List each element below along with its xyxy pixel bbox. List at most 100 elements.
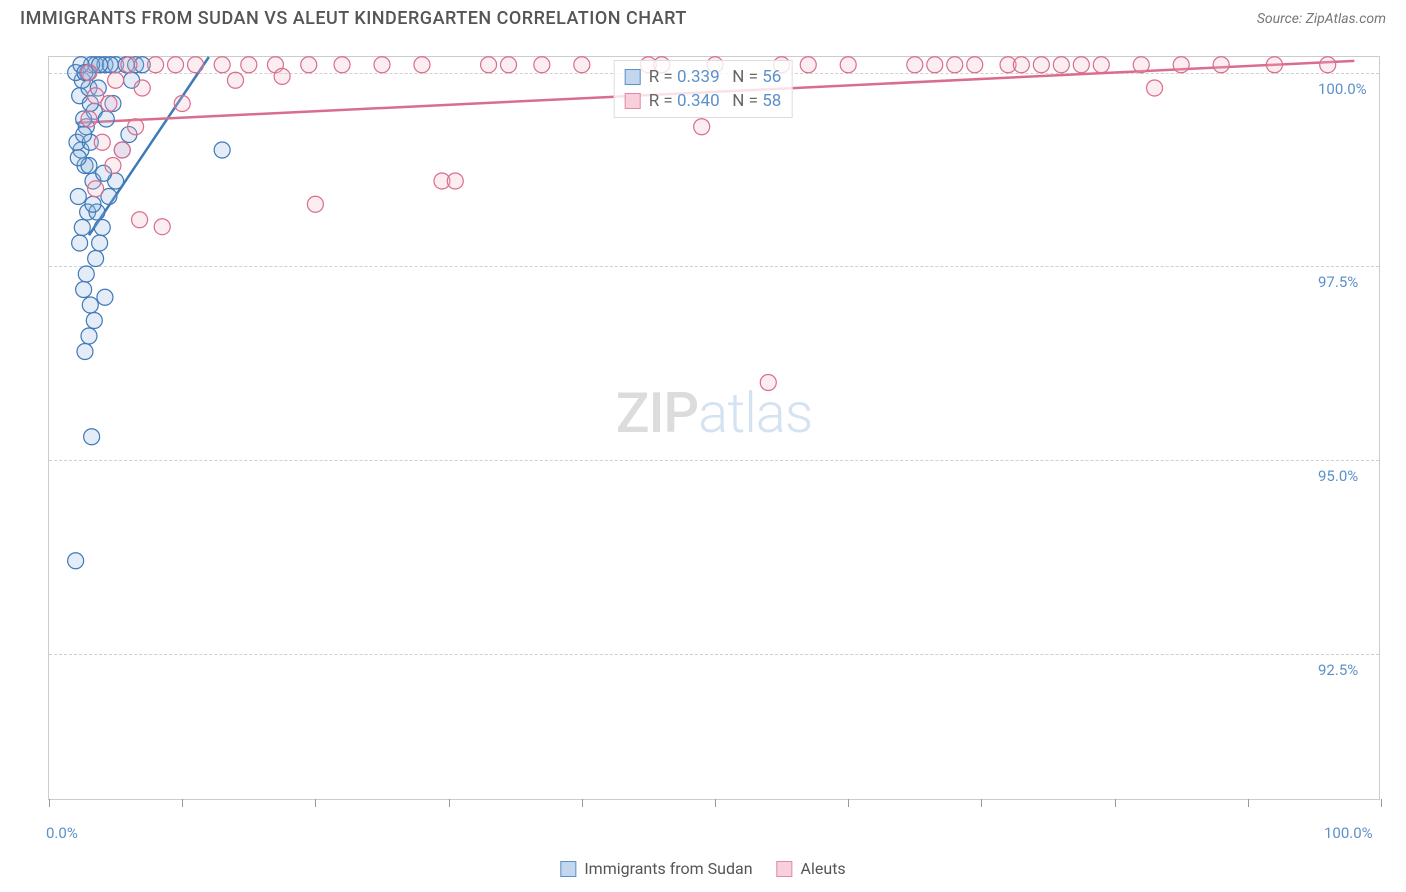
x-tick	[1248, 799, 1249, 807]
legend-item: Immigrants from Sudan	[560, 859, 752, 878]
data-point	[148, 57, 164, 73]
correlation-stats-legend: R = 0.339 N = 56 R = 0.340 N = 58	[614, 60, 793, 118]
data-point	[307, 196, 323, 212]
stats-legend-row: R = 0.340 N = 58	[625, 89, 782, 113]
x-tick	[981, 799, 982, 807]
data-point	[227, 72, 243, 88]
data-point	[1133, 57, 1149, 73]
x-tick	[848, 799, 849, 807]
chart-header: IMMIGRANTS FROM SUDAN VS ALEUT KINDERGAR…	[0, 0, 1406, 39]
x-tick	[715, 799, 716, 807]
data-point	[694, 119, 710, 135]
legend-swatch-icon	[560, 861, 576, 877]
data-point	[1013, 57, 1029, 73]
data-point	[1173, 57, 1189, 73]
data-point	[132, 212, 148, 228]
data-point	[274, 68, 290, 84]
stats-text: R = 0.339 N = 56	[649, 67, 782, 87]
data-point	[70, 150, 86, 166]
y-tick-label: 100.0%	[1318, 80, 1367, 98]
data-point	[241, 57, 257, 73]
data-point	[1147, 80, 1163, 96]
chart-plot-area: ZIPatlas	[48, 56, 1380, 800]
x-tick	[582, 799, 583, 807]
data-point	[174, 96, 190, 112]
legend-swatch-icon	[777, 861, 793, 877]
data-point	[414, 57, 430, 73]
x-tick	[49, 799, 50, 807]
data-point	[70, 189, 86, 205]
data-point	[78, 266, 94, 282]
data-point	[967, 57, 983, 73]
data-point	[76, 282, 92, 298]
x-tick	[315, 799, 316, 807]
data-point	[92, 235, 108, 251]
data-point	[74, 220, 90, 236]
data-point	[907, 57, 923, 73]
data-point	[927, 57, 943, 73]
y-tick-label: 97.5%	[1318, 273, 1358, 291]
data-point	[481, 57, 497, 73]
data-point	[72, 235, 88, 251]
stats-legend-row: R = 0.339 N = 56	[625, 65, 782, 89]
data-point	[84, 429, 100, 445]
data-point	[114, 142, 130, 158]
legend-label: Immigrants from Sudan	[584, 859, 752, 878]
chart-title: IMMIGRANTS FROM SUDAN VS ALEUT KINDERGAR…	[20, 8, 687, 29]
data-point	[501, 57, 517, 73]
stats-text: R = 0.340 N = 58	[649, 91, 782, 111]
data-point	[188, 57, 204, 73]
data-point	[98, 111, 114, 127]
y-tick-label: 92.5%	[1318, 661, 1358, 679]
data-point	[86, 313, 102, 329]
data-point	[334, 57, 350, 73]
data-point	[88, 251, 104, 267]
data-point	[82, 297, 98, 313]
data-point	[88, 181, 104, 197]
legend-label: Aleuts	[801, 859, 846, 878]
scatter-svg	[49, 57, 1379, 799]
data-point	[121, 57, 137, 73]
data-point	[97, 289, 113, 305]
data-point	[447, 173, 463, 189]
data-point	[534, 57, 550, 73]
data-point	[1073, 57, 1089, 73]
data-point	[1093, 57, 1109, 73]
data-point	[840, 57, 856, 73]
y-tick-label: 95.0%	[1318, 467, 1358, 485]
data-point	[1320, 57, 1336, 73]
data-point	[1033, 57, 1049, 73]
legend-swatch-icon	[625, 69, 641, 85]
data-point	[1213, 57, 1229, 73]
source-label: Source:	[1257, 11, 1306, 27]
legend-item: Aleuts	[777, 859, 846, 878]
data-point	[574, 57, 590, 73]
data-point	[77, 344, 93, 360]
x-tick	[449, 799, 450, 807]
x-tick	[1381, 799, 1382, 807]
data-point	[94, 134, 110, 150]
x-tick	[1115, 799, 1116, 807]
data-point	[154, 219, 170, 235]
data-point	[374, 57, 390, 73]
source-name: ZipAtlas.com	[1306, 11, 1386, 27]
data-point	[88, 88, 104, 104]
data-point	[1053, 57, 1069, 73]
data-point	[81, 65, 97, 81]
data-point	[85, 196, 101, 212]
data-point	[128, 119, 144, 135]
x-tick	[182, 799, 183, 807]
data-point	[301, 57, 317, 73]
data-point	[94, 220, 110, 236]
x-tick-label: 0.0%	[46, 824, 78, 842]
data-point	[214, 57, 230, 73]
data-point	[81, 111, 97, 127]
data-point	[760, 375, 776, 391]
data-point	[134, 80, 150, 96]
data-point	[1266, 57, 1282, 73]
source-attribution: Source: ZipAtlas.com	[1257, 11, 1386, 27]
data-point	[76, 127, 92, 143]
data-point	[81, 328, 97, 344]
data-point	[214, 142, 230, 158]
data-point	[168, 57, 184, 73]
